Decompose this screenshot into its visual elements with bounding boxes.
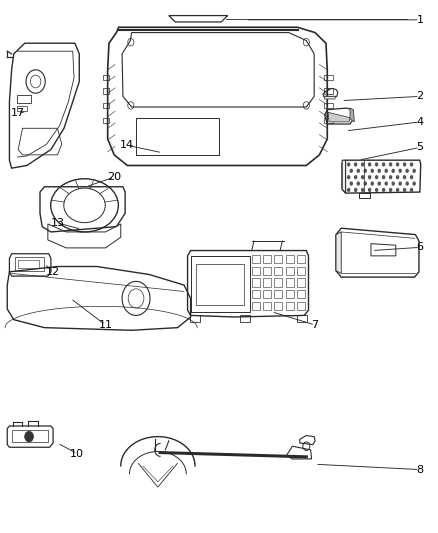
Circle shape [350, 168, 353, 173]
Text: 17: 17 [11, 108, 25, 118]
Circle shape [385, 168, 388, 173]
Circle shape [406, 181, 409, 185]
Circle shape [382, 188, 385, 192]
Circle shape [347, 188, 350, 192]
Text: 5: 5 [417, 142, 424, 152]
Circle shape [25, 431, 33, 442]
Circle shape [368, 175, 371, 179]
Polygon shape [342, 160, 346, 193]
Circle shape [389, 188, 392, 192]
Circle shape [389, 163, 392, 166]
Circle shape [350, 181, 353, 185]
Circle shape [403, 188, 406, 192]
Circle shape [396, 163, 399, 166]
Text: 6: 6 [417, 243, 424, 252]
Circle shape [385, 181, 388, 185]
Circle shape [375, 175, 378, 179]
Text: 11: 11 [99, 320, 113, 330]
Circle shape [406, 168, 409, 173]
Circle shape [413, 168, 416, 173]
Circle shape [347, 163, 350, 166]
Circle shape [361, 188, 364, 192]
Circle shape [368, 163, 371, 166]
Text: 12: 12 [46, 267, 60, 277]
Circle shape [403, 175, 406, 179]
Circle shape [375, 163, 378, 166]
Circle shape [389, 175, 392, 179]
Polygon shape [336, 232, 341, 273]
Circle shape [413, 181, 416, 185]
Text: 20: 20 [107, 172, 121, 182]
Text: 7: 7 [311, 320, 318, 330]
Circle shape [382, 163, 385, 166]
Circle shape [392, 168, 395, 173]
Circle shape [361, 175, 364, 179]
Circle shape [371, 168, 374, 173]
Circle shape [347, 175, 350, 179]
Circle shape [396, 175, 399, 179]
Circle shape [392, 181, 395, 185]
Circle shape [364, 181, 367, 185]
Circle shape [382, 175, 385, 179]
Circle shape [399, 168, 402, 173]
Circle shape [410, 188, 413, 192]
Circle shape [371, 181, 374, 185]
Circle shape [399, 181, 402, 185]
Text: 13: 13 [50, 218, 64, 228]
Text: 8: 8 [416, 465, 424, 474]
Circle shape [403, 163, 406, 166]
Circle shape [378, 181, 381, 185]
Polygon shape [324, 96, 336, 99]
Polygon shape [350, 108, 354, 122]
Circle shape [396, 188, 399, 192]
Circle shape [410, 163, 413, 166]
Circle shape [378, 168, 381, 173]
Circle shape [357, 168, 360, 173]
Circle shape [354, 163, 357, 166]
Circle shape [361, 163, 364, 166]
Circle shape [354, 188, 357, 192]
Circle shape [364, 168, 367, 173]
Polygon shape [328, 112, 350, 122]
Text: 14: 14 [120, 140, 134, 150]
Circle shape [357, 181, 360, 185]
Circle shape [354, 175, 357, 179]
Text: 4: 4 [416, 117, 424, 127]
Circle shape [375, 188, 378, 192]
Circle shape [368, 188, 371, 192]
Circle shape [410, 175, 413, 179]
Text: 2: 2 [416, 91, 424, 101]
Text: 1: 1 [417, 15, 424, 25]
Text: 10: 10 [70, 449, 84, 458]
